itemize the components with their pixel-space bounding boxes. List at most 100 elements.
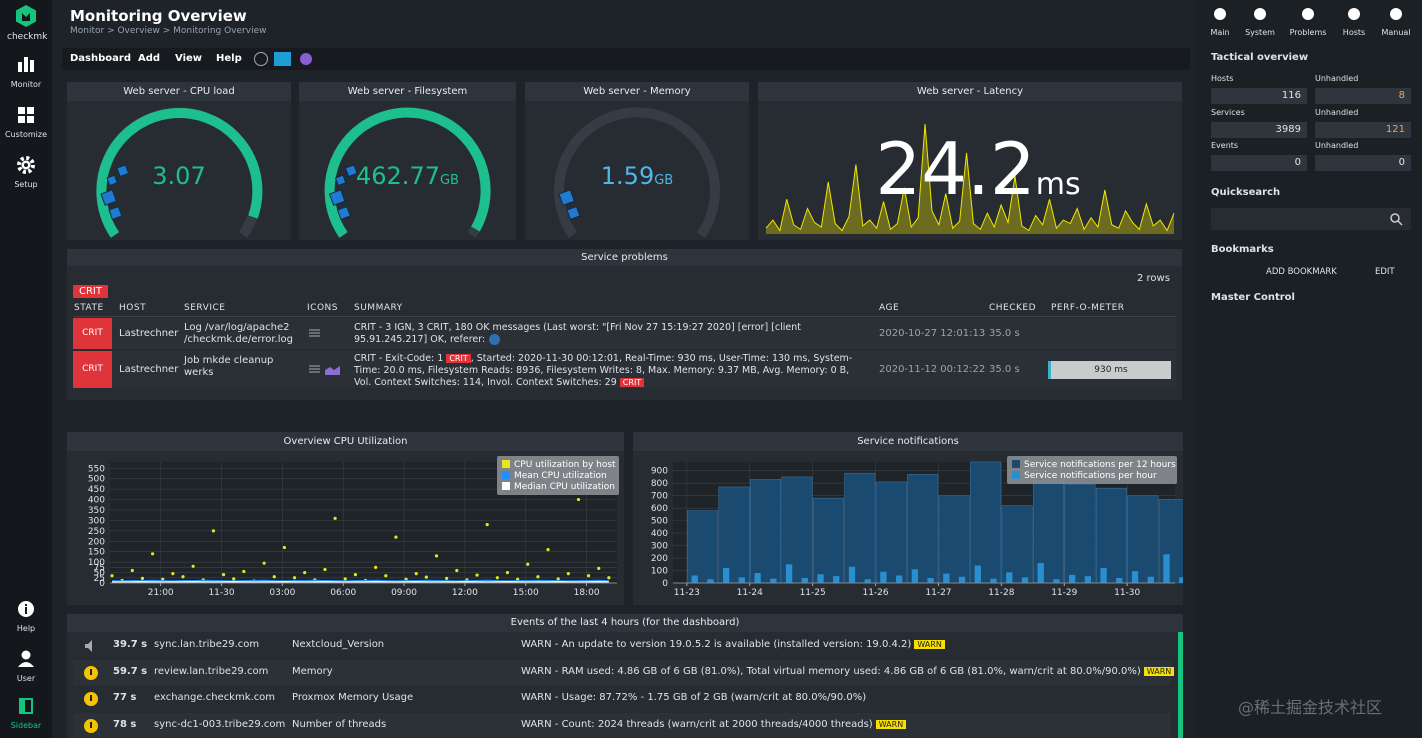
menu-item[interactable]: Help	[216, 53, 242, 64]
host[interactable]: Lastrechner	[119, 328, 179, 339]
scatter-point	[221, 573, 226, 577]
monitor-icon[interactable]	[17, 56, 35, 72]
gauge: 3.07	[96, 107, 263, 238]
tab-label[interactable]: Main	[1210, 28, 1230, 37]
bar	[1006, 572, 1013, 583]
scatter-point	[130, 568, 134, 573]
tactical-value[interactable]: 116	[1211, 88, 1307, 104]
event-service[interactable]: Memory	[292, 665, 333, 677]
column-header: PERF-O-METER	[1051, 303, 1125, 313]
event-service[interactable]: Proxmox Memory Usage	[292, 692, 414, 703]
bar	[738, 577, 746, 583]
y-tick-label: 0	[99, 579, 105, 589]
gauge-histogram	[108, 205, 123, 221]
chart-panel: Service notifications 0 100 200 300 400 500 600…	[633, 432, 1183, 605]
edit[interactable]: EDIT	[1375, 267, 1395, 277]
bar	[927, 578, 934, 583]
nav-label[interactable]: Monitor	[10, 80, 42, 89]
bar	[707, 579, 714, 583]
nav-label[interactable]: Setup	[14, 180, 38, 189]
x-tick-label: 15:00	[513, 588, 539, 598]
icons	[309, 329, 320, 337]
customize-icon[interactable]	[17, 106, 35, 124]
bar	[958, 576, 966, 583]
tab-icons	[1214, 8, 1402, 20]
age: 2020-11-12 00:12:22	[879, 364, 986, 375]
scatter-point	[171, 572, 175, 576]
event-host[interactable]: sync-dc1-003.tribe29.com	[154, 718, 286, 730]
tab-label[interactable]: System	[1245, 28, 1275, 37]
service[interactable]: Log /var/log/apache2 /checkmk.de/error.l…	[184, 322, 293, 345]
event-icon	[85, 640, 92, 652]
row-count: 2 rows	[1137, 273, 1170, 284]
service[interactable]: Job mkde cleanup werks	[184, 355, 274, 378]
tab-label[interactable]: Problems	[1289, 28, 1327, 37]
event-icon	[84, 665, 98, 680]
event-service[interactable]: Nextcloud_Version	[292, 639, 385, 650]
tactical-unhandled[interactable]: 121	[1315, 121, 1411, 138]
nav-label[interactable]: Customize	[5, 130, 47, 139]
bar	[911, 569, 919, 583]
event-host[interactable]: exchange.checkmk.com	[154, 692, 276, 703]
menu-bar	[62, 48, 1190, 70]
event-service[interactable]: Number of threads	[292, 718, 387, 730]
setup-icon[interactable]	[17, 156, 35, 174]
unit: ms	[1036, 167, 1081, 202]
state-cell: CRIT	[73, 351, 112, 388]
filter-badge[interactable]: CRIT	[73, 285, 108, 298]
gauge-histogram	[116, 164, 130, 178]
tactical-label: Hosts	[1211, 74, 1234, 83]
nav-label[interactable]: Help	[16, 624, 36, 633]
legend-label: Mean CPU utilization	[514, 471, 607, 481]
menu-item[interactable]: View	[175, 53, 203, 64]
scatter-point	[475, 573, 479, 577]
value: 1.59	[601, 162, 654, 190]
y-tick-label: 200	[88, 537, 105, 547]
scatter-point	[505, 570, 510, 575]
tab-label[interactable]: Hosts	[1342, 28, 1366, 37]
event-text: WARN - RAM used: 4.86 GB of 6 GB (81.0%)…	[521, 666, 1175, 677]
bar	[1147, 576, 1154, 583]
tactical-unhandled[interactable]: 0	[1315, 155, 1411, 171]
bar	[974, 565, 981, 583]
bar	[1069, 574, 1076, 583]
bar	[1053, 579, 1060, 583]
y-tick-label: 25	[94, 574, 105, 584]
sidebar-icon[interactable]	[19, 698, 33, 714]
tactical-value[interactable]: 0	[1211, 155, 1307, 171]
event-icon	[84, 692, 98, 706]
tactical-value[interactable]: 3989	[1211, 121, 1307, 138]
tab-label[interactable]: Manual	[1381, 28, 1411, 37]
scatter-point	[262, 561, 266, 565]
nav-label[interactable]: User	[16, 674, 36, 683]
event-host[interactable]: sync.lan.tribe29.com	[154, 639, 260, 650]
scatter-point	[303, 570, 307, 575]
x-tick-label: 06:00	[330, 588, 356, 598]
tactical-unhandled[interactable]: 8	[1315, 88, 1411, 104]
bar	[990, 578, 997, 583]
gauge-histogram	[334, 174, 347, 187]
bar	[801, 578, 808, 583]
add-bookmark[interactable]: ADD BOOKMARK	[1266, 267, 1337, 277]
tactical-label: Services	[1211, 107, 1245, 117]
scatter-point	[140, 576, 145, 581]
y-tick-label: 50	[94, 569, 106, 579]
host[interactable]: Lastrechner	[119, 364, 179, 375]
dashlet: Web server - CPU load 3.07	[67, 82, 291, 240]
dashlet: Web server - Memory 1.59GB	[525, 82, 749, 240]
scrollbar	[1178, 632, 1183, 738]
tactical-label: Unhandled	[1315, 107, 1359, 117]
warn-mark	[90, 695, 92, 701]
user-icon[interactable]	[17, 650, 35, 668]
unit: GB	[440, 173, 459, 188]
menu-item[interactable]: Add	[138, 53, 161, 64]
help-icon[interactable]	[17, 600, 35, 618]
bar	[770, 578, 777, 583]
nav-label[interactable]: Sidebar	[10, 721, 42, 730]
menu-item[interactable]: Dashboard	[70, 53, 131, 64]
event-host[interactable]: review.lan.tribe29.com	[154, 665, 269, 677]
scatter-point	[150, 552, 155, 556]
search-input[interactable]	[1211, 208, 1411, 230]
event-text: WARN - Count: 2024 threads (warn/crit at…	[521, 719, 907, 730]
